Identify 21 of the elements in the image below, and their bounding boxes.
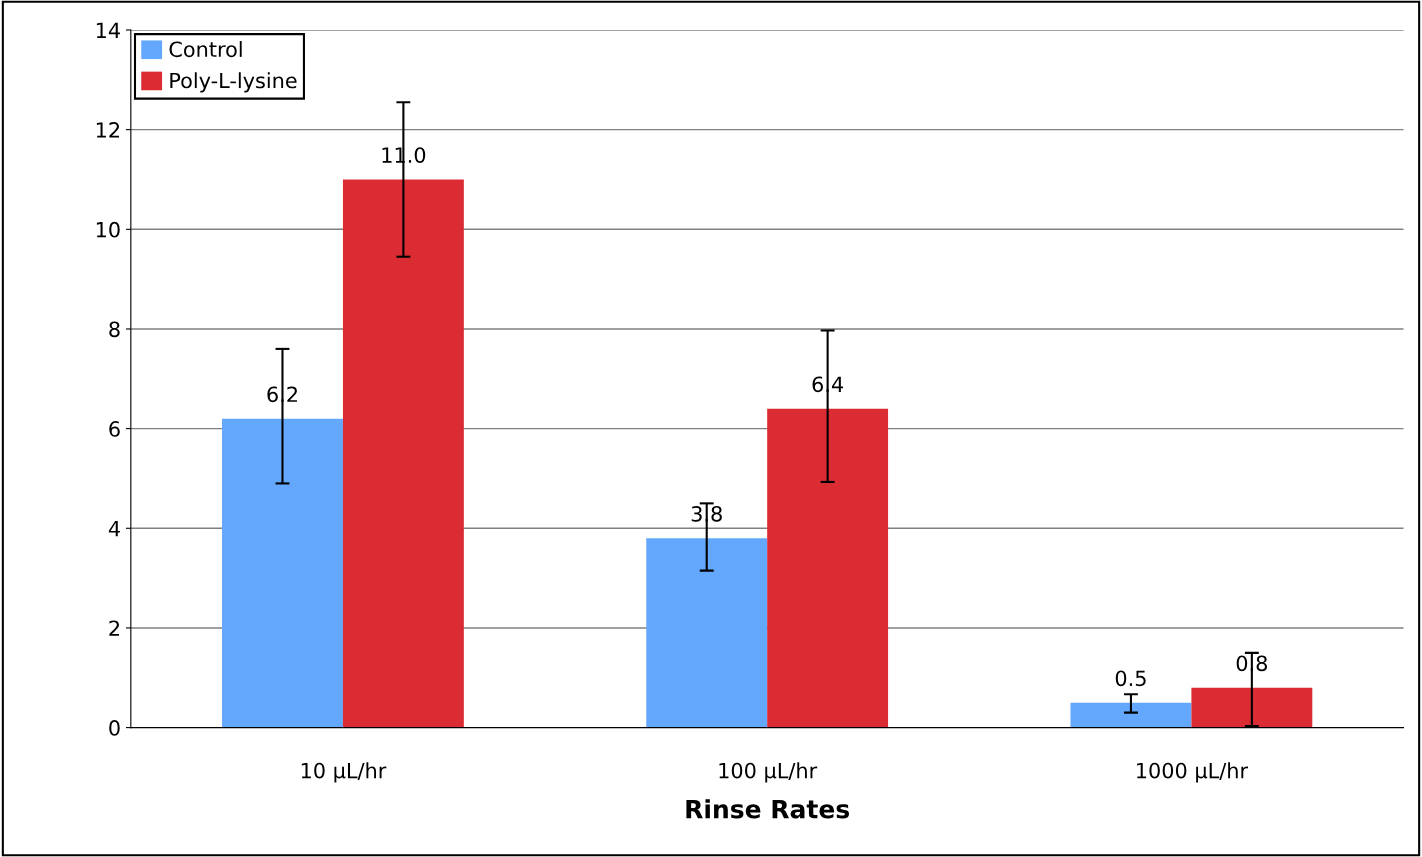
y-tick-label: 2 — [109, 620, 120, 636]
bar — [222, 418, 343, 728]
bar — [646, 538, 768, 728]
y-tick-label: 12 — [96, 122, 120, 138]
x-tick-label: 10 μL/hr — [301, 762, 387, 783]
legend-label: Control — [169, 41, 242, 58]
data-label: 0.5 — [1115, 670, 1146, 687]
x-axis-title: Rinse Rates — [686, 799, 850, 819]
x-tick-label: 1000 μL/hr — [1137, 762, 1249, 783]
y-tick-label: 10 — [96, 221, 120, 238]
bar — [342, 179, 464, 728]
y-tick-label: 0 — [109, 720, 120, 736]
bar — [767, 408, 889, 728]
x-tick-label: 100 μL/hr — [719, 762, 818, 783]
legend-label: Poly-L-lysine — [170, 72, 297, 93]
y-tick-label: 8 — [109, 321, 120, 338]
y-tick-label: 4 — [108, 521, 120, 537]
bar — [1191, 687, 1313, 728]
y-tick-label: 6 — [109, 421, 120, 437]
bar — [1070, 702, 1192, 728]
y-tick-label: 14 — [96, 22, 120, 38]
